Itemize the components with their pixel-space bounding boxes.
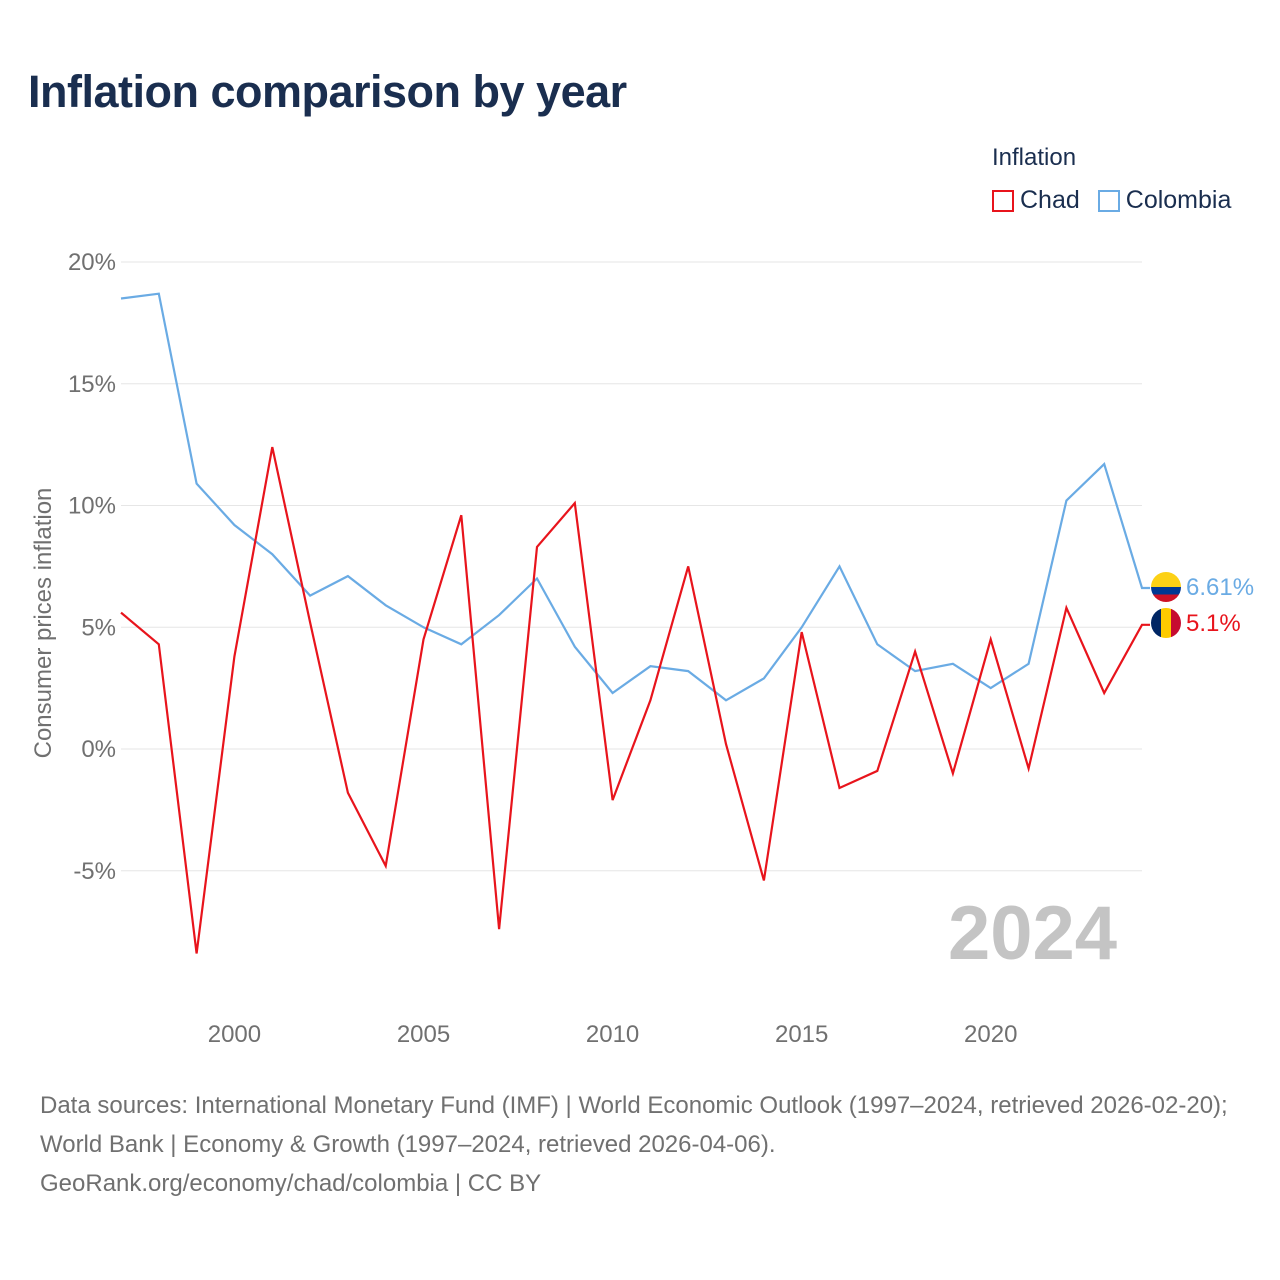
legend-label-chad: Chad (1020, 186, 1080, 214)
footer: Data sources: International Monetary Fun… (40, 1086, 1250, 1203)
y-tick-label: 15% (68, 371, 116, 398)
x-tick-label: 2020 (964, 1021, 1017, 1048)
series-line-chad[interactable] (120, 446, 1150, 954)
flag-colombia (1151, 572, 1181, 602)
flag-chad (1151, 608, 1181, 638)
year-watermark: 2024 (948, 891, 1118, 976)
y-axis-ticks: 20% 15% 10% 5% 0% -5% (68, 249, 116, 885)
end-label-chad: 5.1% (1186, 610, 1241, 637)
y-axis-label: Consumer prices inflation (30, 488, 57, 759)
legend-title: Inflation (992, 144, 1077, 171)
series-line-colombia[interactable] (120, 292, 1150, 702)
attribution-link[interactable]: GeoRank.org/economy/chad/colombia | CC B… (40, 1170, 542, 1197)
x-axis-ticks: 2000 2005 2010 2015 2020 (208, 1021, 1018, 1048)
legend-swatch-colombia (1097, 189, 1120, 212)
x-tick-label: 2005 (397, 1021, 450, 1048)
legend-item-colombia[interactable]: Colombia (1097, 186, 1232, 215)
data-sources: Data sources: International Monetary Fun… (40, 1092, 1228, 1158)
y-tick-label: -5% (73, 858, 116, 885)
legend: Chad Colombia (992, 186, 1231, 215)
y-tick-label: 10% (68, 493, 116, 520)
chart-title: Inflation comparison by year (28, 66, 627, 117)
x-tick-label: 2000 (208, 1021, 261, 1048)
end-label-colombia: 6.61% (1186, 574, 1254, 601)
y-tick-label: 20% (68, 249, 116, 276)
grid (121, 261, 1142, 872)
legend-label-colombia: Colombia (1125, 186, 1232, 214)
legend-item-chad[interactable]: Chad (992, 186, 1080, 215)
series-lines (120, 292, 1150, 954)
x-tick-label: 2010 (586, 1021, 639, 1048)
y-tick-label: 5% (81, 614, 116, 641)
legend-swatch-chad (992, 189, 1014, 212)
y-tick-label: 0% (81, 736, 116, 763)
x-tick-label: 2015 (775, 1021, 828, 1048)
